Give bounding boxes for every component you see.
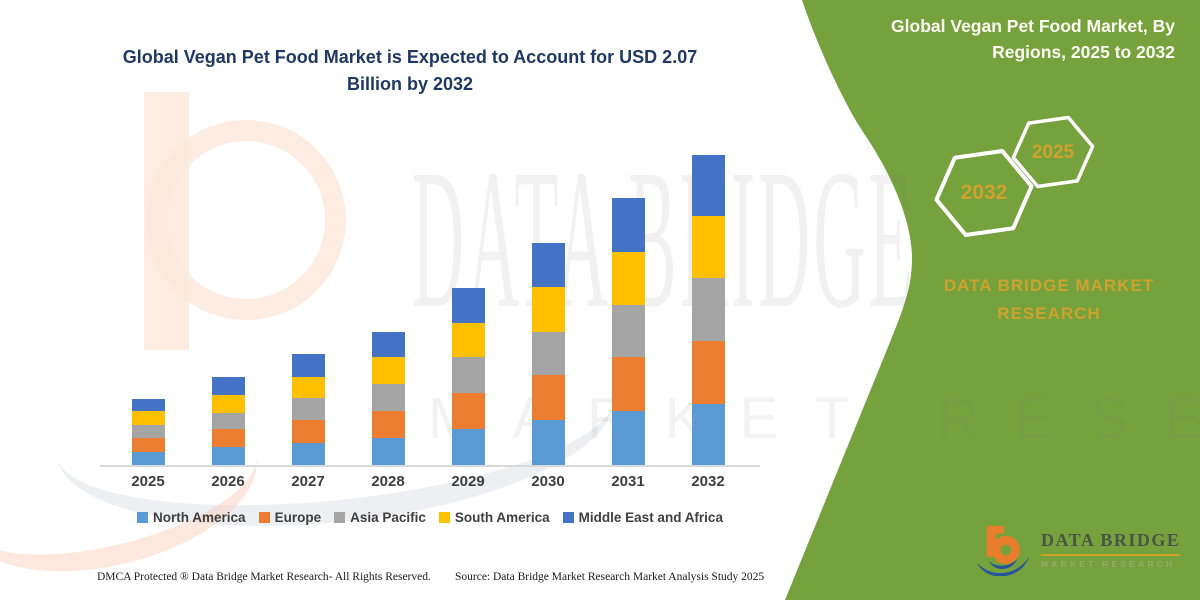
bar-segment-2026-middle-east-and-africa [211,376,245,395]
bar-segment-2028-asia-pacific [371,384,405,411]
x-axis-label-2025: 2025 [131,473,165,490]
bar-segment-2028-middle-east-and-africa [371,331,405,357]
legend-swatch [137,512,149,523]
x-axis-label-2028: 2028 [371,473,405,490]
x-axis-label-2029: 2029 [451,473,485,490]
legend-item-north-america: North America [137,510,246,525]
bar-segment-2028-north-america [371,438,405,465]
bar-2029 [451,288,485,465]
legend-label: South America [454,510,550,525]
x-axis: 2025 2026 2027 2028 2029 2030 2031 2032 [100,473,760,497]
hexagon-label-2025: 2025 [1031,142,1075,163]
logo-subtext: MARKET RESEARCH [1041,558,1176,569]
bar-2031 [611,198,645,465]
bar-segment-2029-north-america [451,429,485,465]
legend-item-asia-pacific: Asia Pacific [334,510,426,525]
bar-segment-2027-middle-east-and-africa [291,354,325,377]
chart-title: Global Vegan Pet Food Market is Expected… [122,47,698,94]
legend-swatch [258,512,270,523]
bar-segment-2026-north-america [211,447,245,465]
bar-segment-2029-middle-east-and-africa [451,288,485,323]
side-panel-title: Global Vegan Pet Food Market, By Regions… [891,16,1175,62]
company-logo: DATA BRIDGE MARKET RESEARCH [975,522,1181,576]
hexagon-label-2032: 2032 [960,181,1008,204]
legend-label: Middle East and Africa [578,510,723,525]
legend-swatch [334,512,346,523]
x-axis-label-2032: 2032 [691,473,725,490]
bar-segment-2027-europe [291,420,325,443]
footer-dmca: DMCA Protected ® Data Bridge Market Rese… [97,571,431,583]
x-axis-label-2026: 2026 [211,473,245,490]
bar-segment-2027-asia-pacific [291,397,325,420]
bar-2030 [531,243,565,465]
x-axis-label-2027: 2027 [291,473,325,490]
bar-segment-2028-south-america [371,357,405,384]
bar-segment-2032-south-america [691,216,725,278]
bar-segment-2030-europe [531,375,565,420]
bar-segment-2029-europe [451,393,485,429]
bar-segment-2031-north-america [611,411,645,465]
bar-segment-2026-asia-pacific [211,412,245,429]
bar-segment-2031-europe [611,357,645,411]
bar-segment-2030-middle-east-and-africa [531,243,565,287]
footer-source: Source: Data Bridge Market Research Mark… [455,571,765,583]
legend-swatch [438,512,450,523]
bar-segment-2026-europe [211,429,245,447]
hexagon-2025-outline [1011,115,1095,189]
bar-2032 [691,154,725,465]
bar-segment-2028-europe [371,411,405,438]
bar-2025 [131,399,165,465]
logo-name: DATA BRIDGE [1041,529,1181,550]
bar-segment-2031-middle-east-and-africa [611,198,645,252]
bar-segment-2031-south-america [611,252,645,305]
bar-segment-2030-asia-pacific [531,331,565,375]
bar-segment-2025-north-america [131,451,165,465]
bar-segment-2025-europe [131,438,165,452]
bar-segment-2030-north-america [531,420,565,465]
hexagons-graphic [934,115,1095,237]
legend-label: North America [153,510,246,525]
data-bridge-logo-icon [977,525,1030,576]
bar-2028 [371,331,405,465]
bar-segment-2030-south-america [531,286,565,332]
bar-segment-2025-asia-pacific [131,424,165,438]
watermark-text-line1: DATA BRIDGE [412,129,916,350]
hexagon-2032-outline [934,149,1034,237]
legend-swatch [562,512,574,523]
bar-segment-2026-south-america [211,394,245,413]
legend-item-middle-east-and-africa: Middle East and Africa [562,510,723,525]
legend-item-europe: Europe [258,510,322,525]
bar-segment-2025-south-america [131,411,165,425]
bar-segment-2025-middle-east-and-africa [131,399,165,411]
bar-segment-2029-asia-pacific [451,357,485,393]
chart-legend: North America Europe Asia Pacific South Ame… [100,510,760,525]
bar-segment-2027-south-america [291,376,325,398]
x-axis-label-2031: 2031 [611,473,645,490]
logo-text-block: DATA BRIDGE MARKET RESEARCH [1041,529,1181,569]
legend-label: Europe [274,510,322,525]
bar-segment-2032-europe [691,340,725,404]
bar-segment-2032-asia-pacific [691,277,725,341]
brand-wordmark: DATA BRIDGE MARKET RESEARCH [943,276,1155,323]
bar-segment-2031-asia-pacific [611,304,645,357]
x-axis-label-2030: 2030 [531,473,565,490]
legend-item-south-america: South America [438,510,550,525]
side-panel-polygon [785,0,1200,600]
bar-segment-2032-north-america [691,403,725,465]
bar-2026 [211,376,245,465]
bar-segment-2032-middle-east-and-africa [691,154,725,216]
bar-segment-2027-north-america [291,442,325,465]
bar-segment-2029-south-america [451,322,485,357]
chart-plot-area [100,130,760,467]
logo-underline [1041,553,1181,556]
bar-2027 [291,354,325,465]
legend-label: Asia Pacific [350,510,426,525]
